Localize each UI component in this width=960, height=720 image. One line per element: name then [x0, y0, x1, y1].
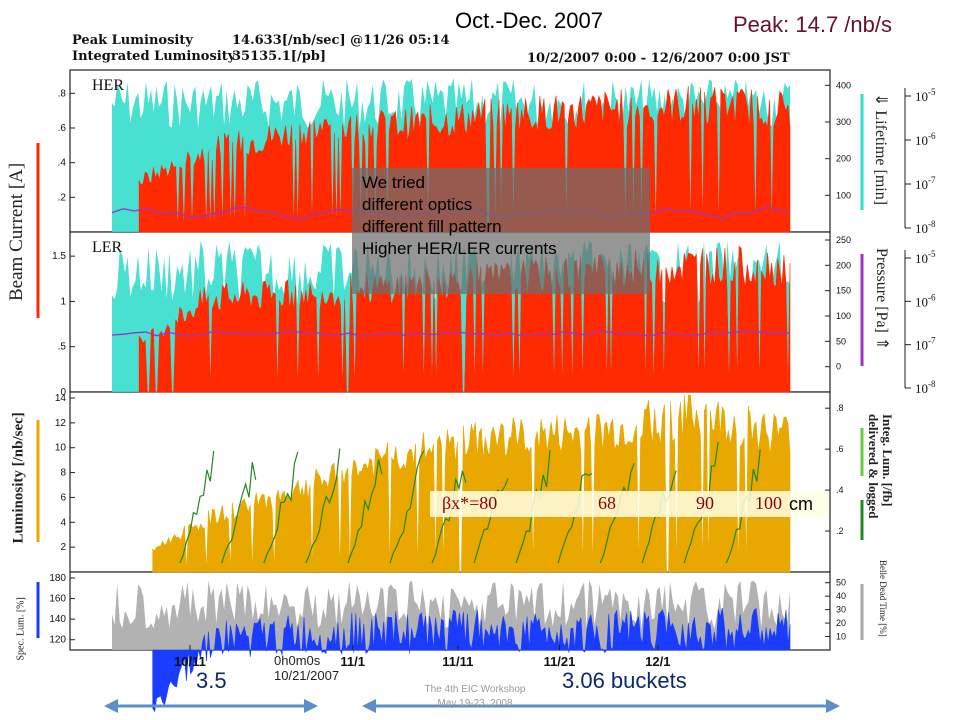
integ-lum-trace: [347, 459, 383, 564]
log-tick-label: 10-7: [915, 175, 936, 192]
ytick-label: 1.5: [52, 251, 66, 262]
peak-label: Peak: 14.7 /nb/s: [733, 12, 892, 37]
ytick-label: 14: [55, 393, 67, 404]
spec-lum-series: [152, 607, 791, 713]
ytick-label: 4: [60, 517, 66, 528]
ytick-label: 8: [60, 468, 66, 479]
y2tick-label: .4: [836, 485, 844, 495]
integ-lum-trace: [263, 451, 299, 564]
ytick-label: .6: [58, 123, 67, 134]
y2tick-label: 100: [836, 190, 851, 200]
date-range: 10/2/2007 0:00 - 12/6/2007 0:00 JST: [527, 51, 790, 66]
ytick-label: .5: [58, 342, 67, 353]
ytick-label: 6: [60, 492, 66, 503]
log-tick-label: 10-8: [915, 219, 936, 236]
xtick-label: 11/1: [340, 654, 365, 669]
y2tick-label: 30: [836, 605, 846, 615]
her-tag: HER: [92, 77, 124, 94]
callout-line-2: different optics: [362, 195, 473, 214]
y2tick-label: 250: [836, 235, 851, 245]
luminosity-series: [152, 394, 791, 573]
ytick-label: 180: [49, 573, 66, 584]
ytick-label: 0: [60, 387, 66, 398]
y2tick-label: .2: [836, 526, 844, 536]
callout-line-4: Higher HER/LER currents: [362, 239, 557, 258]
arrow-right-label: 3.06 buckets: [562, 668, 687, 693]
y2tick-label: 20: [836, 618, 846, 628]
y2tick-label: 50: [836, 336, 846, 346]
beta-value-100: 100: [755, 493, 782, 513]
arrow-left-head-right: [304, 699, 318, 713]
callout-line-1: We tried: [362, 173, 425, 192]
ytick-label: 120: [49, 635, 66, 646]
y2tick-label: 100: [836, 311, 851, 321]
xtick-label: 11/21: [544, 654, 576, 669]
footer-line-1: The 4th EIC Workshop: [424, 684, 526, 695]
ytick-label: .2: [58, 192, 67, 203]
ytick-label: 2: [60, 542, 66, 553]
ytick-label: 160: [49, 594, 66, 605]
ytick-label: .8: [58, 88, 67, 99]
y2tick-label: 300: [836, 117, 851, 127]
footer-line-2: May 19-23, 2008: [437, 698, 513, 709]
header-integ-label: Integrated Luminosity: [72, 49, 236, 64]
beta-annotation: βx*=80 68 90 100 cm: [430, 491, 828, 517]
arrow-right-head-left: [362, 699, 376, 713]
log-tick-label: 10-7: [915, 336, 936, 353]
integ-lum-trace: [683, 442, 719, 564]
midnote-date: 10/21/2007: [274, 668, 340, 683]
beta-label: βx*=80: [442, 493, 498, 513]
callout-line-3: different fill pattern: [362, 217, 502, 236]
ytick-label: 1: [60, 296, 66, 307]
slide-title: Oct.-Dec. 2007: [455, 8, 603, 33]
log-tick-label: 10-5: [915, 87, 936, 104]
log-tick-label: 10-5: [915, 249, 936, 266]
arrow-left-label: 3.5: [196, 668, 227, 693]
beta-unit: cm: [789, 494, 813, 514]
integ-lum-trace: [389, 450, 425, 564]
y2tick-label: 50: [836, 578, 846, 588]
y2tick-label: 400: [836, 80, 851, 90]
header-peak-label: Peak Luminosity: [72, 33, 193, 48]
xtick-label: 10/11: [174, 654, 206, 669]
ytick-label: 10: [55, 443, 67, 454]
ytick-label: 140: [49, 614, 66, 625]
beta-value-68: 68: [598, 493, 616, 513]
integ-lum-trace: [305, 448, 341, 564]
callout-box: We tried different optics different fill…: [352, 168, 650, 294]
log-tick-label: 10-6: [915, 292, 936, 309]
header-peak-value: 14.633[/nb/sec] @11/26 05:14: [232, 33, 450, 48]
xtick-label: 11/11: [442, 654, 473, 669]
midnote-time: 0h0m0s: [274, 653, 321, 668]
y2tick-label: .6: [836, 444, 844, 454]
y2tick-label: 200: [836, 154, 851, 164]
log-tick-label: 10-6: [915, 131, 936, 148]
y2tick-label: 10: [836, 632, 846, 642]
y2tick-label: 40: [836, 591, 846, 601]
beta-value-90: 90: [696, 493, 714, 513]
ytick-label: 12: [55, 418, 67, 429]
header-integ-value: 35135.1[/pb]: [232, 49, 327, 64]
integ-lum-trace: [179, 450, 215, 564]
ler-tag: LER: [92, 239, 123, 256]
integ-lum-trace: [431, 470, 467, 564]
y2tick-label: 200: [836, 260, 851, 270]
ler-pressure-line: [111, 330, 791, 337]
xtick-label: 12/1: [645, 654, 670, 669]
integ-lum-trace: [221, 462, 257, 564]
ytick-label: .4: [58, 158, 67, 169]
y2tick-label: 150: [836, 286, 851, 296]
y2tick-label: .8: [836, 403, 844, 413]
log-tick-label: 10-8: [915, 379, 936, 396]
y2tick-label: 0: [836, 362, 841, 372]
arrow-right-head-right: [826, 699, 840, 713]
arrow-left-head-left: [104, 699, 118, 713]
